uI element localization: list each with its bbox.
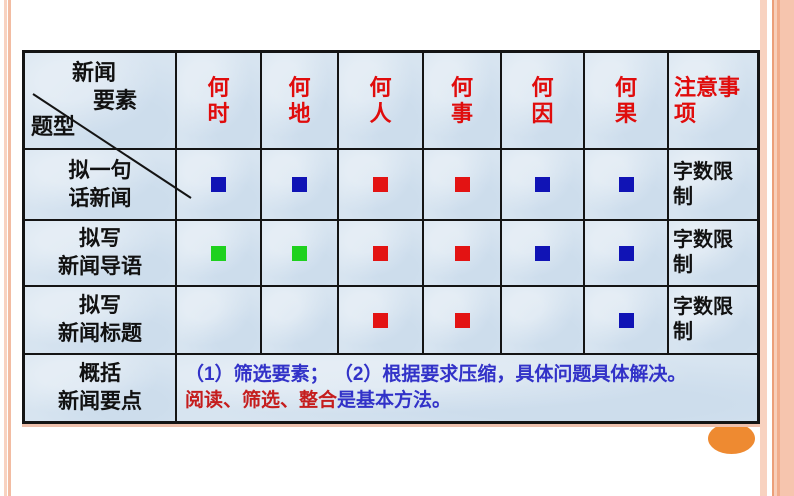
- row-3-why-cell: [502, 287, 585, 355]
- news-elements-table: 新闻 要素 题型 何 时 何 地 何 人 何 事 何 因 何 果 注意事 项 拟…: [22, 50, 760, 424]
- row-1-when-cell: [177, 150, 262, 221]
- marker-square: [535, 177, 550, 192]
- column-header-where: 何 地: [262, 53, 339, 150]
- marker-square: [373, 177, 388, 192]
- row-3-what-cell: [424, 287, 502, 355]
- marker-square: [618, 312, 634, 328]
- marker-square: [618, 177, 634, 192]
- column-header-who: 何 人: [339, 53, 424, 150]
- orange-ellipse-decoration: [708, 423, 755, 454]
- marker-square: [292, 245, 307, 261]
- row-1-why-cell: [502, 150, 585, 221]
- row-1-label: 拟一句 话新闻: [25, 150, 177, 221]
- summary-line-2-blue: 是基本方法。: [337, 390, 452, 411]
- row-3-result-cell: [585, 287, 669, 355]
- row-3-who-cell: [339, 287, 424, 355]
- summary-line-2: 阅读、筛选、整合是基本方法。: [185, 388, 686, 414]
- marker-square: [292, 177, 307, 192]
- column-header-when: 何 时: [177, 53, 262, 150]
- marker-square: [535, 245, 550, 261]
- row-2-why-cell: [502, 221, 585, 287]
- summary-cell: （1）筛选要素； （2）根据要求压缩，具体问题具体解决。 阅读、筛选、整合是基本…: [177, 355, 757, 421]
- column-header-why: 何 因: [502, 53, 585, 150]
- row-1-what-cell: [424, 150, 502, 221]
- marker-square: [373, 312, 388, 328]
- summary-line-1: （1）筛选要素； （2）根据要求压缩，具体问题具体解决。: [185, 364, 687, 385]
- right-edge-stripe-thin: [760, 0, 767, 496]
- left-edge-stripe-outer: [4, 0, 7, 496]
- left-edge-stripe-inner: [8, 0, 11, 496]
- row-2-note: 字数限 制: [669, 221, 757, 287]
- marker-square: [454, 312, 470, 328]
- marker-square: [618, 245, 634, 261]
- row-1-result-cell: [585, 150, 669, 221]
- marker-square: [454, 177, 470, 192]
- right-edge-stripe-wide: [772, 0, 794, 496]
- row-2-result-cell: [585, 221, 669, 287]
- row-1-where-cell: [262, 150, 339, 221]
- row-2-where-cell: [262, 221, 339, 287]
- column-header-what: 何 事: [424, 53, 502, 150]
- corner-label-question-type: 题型: [31, 114, 76, 139]
- column-header-notes: 注意事 项: [669, 53, 757, 150]
- row-2-what-cell: [424, 221, 502, 287]
- row-1-who-cell: [339, 150, 424, 221]
- row-3-label: 拟写 新闻标题: [25, 287, 177, 355]
- summary-line-2-red: 阅读、筛选、整合: [185, 390, 338, 411]
- row-1-note: 字数限 制: [669, 150, 757, 221]
- column-header-result: 何 果: [585, 53, 669, 150]
- corner-cell: 新闻 要素 题型: [25, 53, 177, 150]
- corner-label-news-elements: 新闻 要素: [72, 60, 138, 113]
- row-2-when-cell: [177, 221, 262, 287]
- row-2-label: 拟写 新闻导语: [25, 221, 177, 287]
- row-3-when-cell: [177, 287, 262, 355]
- row-3-where-cell: [262, 287, 339, 355]
- row-3-note: 字数限 制: [669, 287, 757, 355]
- marker-square: [211, 177, 226, 192]
- marker-square: [454, 245, 470, 261]
- marker-square: [211, 245, 226, 261]
- row-2-who-cell: [339, 221, 424, 287]
- row-4-label: 概括 新闻要点: [25, 355, 177, 421]
- marker-square: [373, 245, 388, 261]
